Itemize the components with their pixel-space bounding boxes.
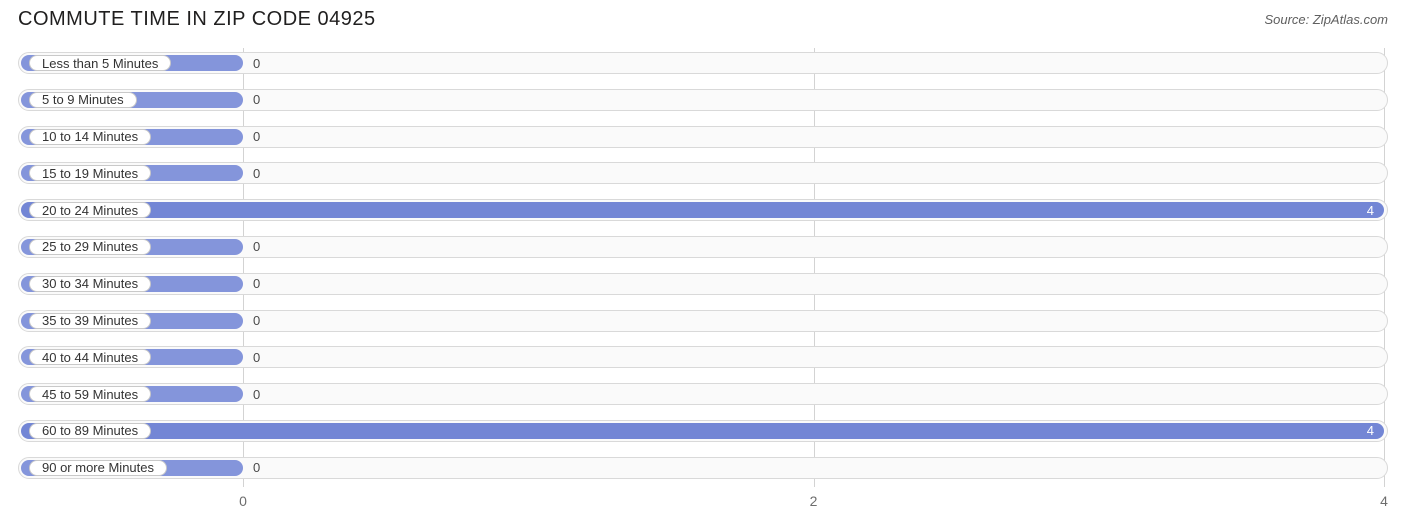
- bar-value-label: 0: [253, 306, 260, 336]
- bar-value-label: 0: [253, 453, 260, 483]
- bar-category-label: 15 to 19 Minutes: [29, 165, 151, 181]
- bar-fill: [21, 202, 1384, 218]
- bar-row: 15 to 19 Minutes 0: [18, 158, 1388, 188]
- bar-value-label: 0: [253, 85, 260, 115]
- bar-row: 25 to 29 Minutes 0: [18, 232, 1388, 262]
- bar-fill: [21, 423, 1384, 439]
- bar-row: 90 or more Minutes 0: [18, 453, 1388, 483]
- x-axis: 0 2 4: [18, 493, 1388, 515]
- bar-category-label: 45 to 59 Minutes: [29, 386, 151, 402]
- bar-row: 35 to 39 Minutes 0: [18, 306, 1388, 336]
- bar-category-label: 20 to 24 Minutes: [29, 202, 151, 218]
- bar-category-label: 30 to 34 Minutes: [29, 276, 151, 292]
- bar-category-label: 35 to 39 Minutes: [29, 313, 151, 329]
- bar-category-label: 60 to 89 Minutes: [29, 423, 151, 439]
- bar-row: 45 to 59 Minutes 0: [18, 379, 1388, 409]
- bar-value-label: 0: [253, 158, 260, 188]
- bar-row: 20 to 24 Minutes 4: [18, 195, 1388, 225]
- chart-title: COMMUTE TIME IN ZIP CODE 04925: [18, 8, 376, 31]
- bar-row: 40 to 44 Minutes 0: [18, 342, 1388, 372]
- bar-row: 30 to 34 Minutes 0: [18, 269, 1388, 299]
- x-tick-label: 2: [810, 493, 818, 509]
- bar-value-label: 0: [253, 269, 260, 299]
- bar-category-label: 5 to 9 Minutes: [29, 92, 137, 108]
- bar-row: 5 to 9 Minutes 0: [18, 85, 1388, 115]
- bar-value-label: 0: [253, 232, 260, 262]
- bar-category-label: 90 or more Minutes: [29, 460, 167, 476]
- bar-category-label: Less than 5 Minutes: [29, 55, 171, 71]
- chart-source: Source: ZipAtlas.com: [1264, 8, 1388, 27]
- chart-header: COMMUTE TIME IN ZIP CODE 04925 Source: Z…: [0, 0, 1406, 36]
- chart-plot-area: Less than 5 Minutes05 to 9 Minutes010 to…: [18, 48, 1388, 487]
- x-tick-label: 4: [1380, 493, 1388, 509]
- bar-category-label: 40 to 44 Minutes: [29, 349, 151, 365]
- bar-row: 10 to 14 Minutes 0: [18, 122, 1388, 152]
- bar-value-label: 0: [253, 122, 260, 152]
- bar-row: 60 to 89 Minutes 4: [18, 416, 1388, 446]
- bar-category-label: 10 to 14 Minutes: [29, 129, 151, 145]
- bar-value-label: 0: [253, 48, 260, 78]
- x-tick-label: 0: [239, 493, 247, 509]
- bar-value-label: 0: [253, 379, 260, 409]
- bar-value-label: 4: [1367, 416, 1374, 446]
- bar-value-label: 4: [1367, 195, 1374, 225]
- bar-category-label: 25 to 29 Minutes: [29, 239, 151, 255]
- bar-value-label: 0: [253, 342, 260, 372]
- bar-row: Less than 5 Minutes 0: [18, 48, 1388, 78]
